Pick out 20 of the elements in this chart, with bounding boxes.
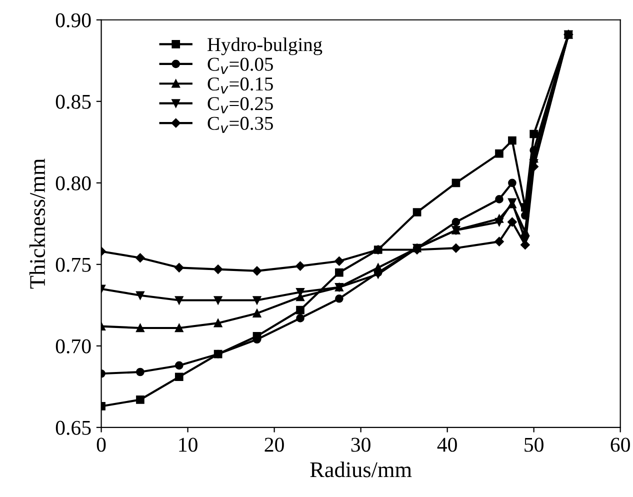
legend-label: C$_{v}$=0.25 (208, 97, 273, 114)
y-tick-label: 0.90 (56, 13, 91, 28)
x-tick-label: 60 (610, 438, 630, 452)
y-tick-label: 0.75 (56, 258, 91, 272)
legend-label: C$_{v}$=0.05 (208, 58, 273, 74)
y-tick-label: 0.65 (56, 420, 91, 435)
x-tick-label: 0 (96, 438, 106, 452)
x-tick-label: 40 (437, 438, 457, 452)
x-tick-label: 10 (179, 438, 198, 452)
legend-label: C$_{v}$=0.15 (208, 77, 273, 94)
x-tick-label: 50 (524, 438, 544, 452)
legend-label: Hydro-bulging (208, 38, 322, 56)
y-tick-label: 0.85 (56, 94, 91, 109)
legend-label: C$_{v}$=0.35 (208, 116, 273, 133)
y-tick-label: 0.80 (56, 176, 91, 190)
x-axis-title: Radius/mm (310, 462, 412, 478)
x-tick-label: 30 (351, 438, 370, 452)
y-tick-label: 0.70 (56, 339, 91, 354)
y-axis-title: Thickness/mm (29, 158, 46, 289)
x-tick-label: 20 (264, 438, 284, 452)
